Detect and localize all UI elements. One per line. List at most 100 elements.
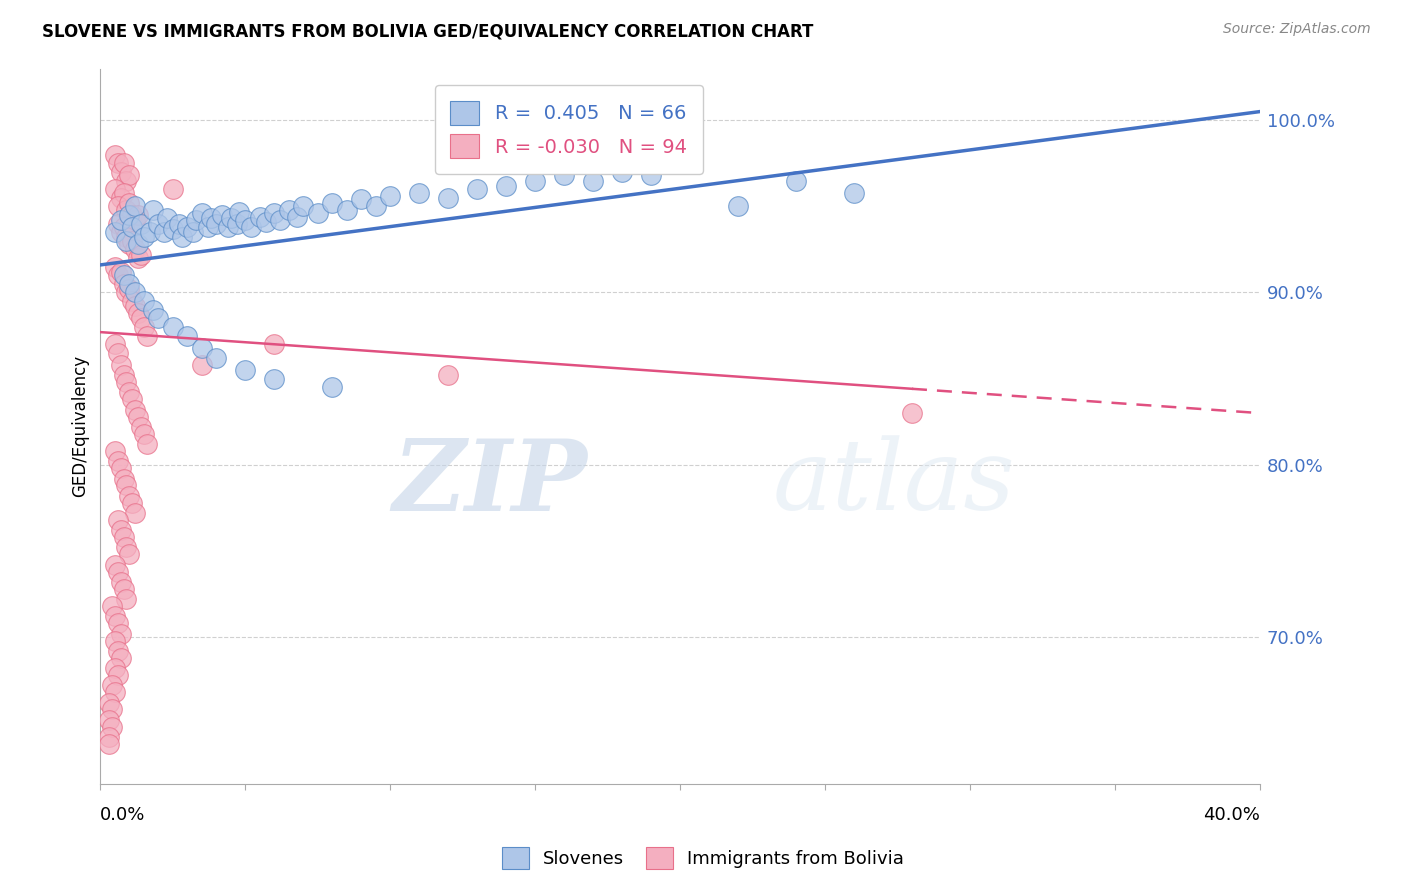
- Point: [107, 268, 129, 283]
- Point: [121, 208, 143, 222]
- Point: [263, 206, 285, 220]
- Point: [112, 582, 135, 596]
- Point: [104, 337, 127, 351]
- Point: [184, 213, 207, 227]
- Point: [118, 277, 141, 291]
- Point: [104, 633, 127, 648]
- Legend: R =  0.405   N = 66, R = -0.030   N = 94: R = 0.405 N = 66, R = -0.030 N = 94: [434, 86, 703, 174]
- Point: [118, 385, 141, 400]
- Point: [162, 182, 184, 196]
- Point: [118, 489, 141, 503]
- Point: [380, 189, 402, 203]
- Point: [98, 730, 121, 744]
- Text: 0.0%: 0.0%: [100, 806, 146, 824]
- Point: [181, 225, 204, 239]
- Point: [153, 225, 176, 239]
- Point: [107, 668, 129, 682]
- Point: [110, 265, 132, 279]
- Legend: Slovenes, Immigrants from Bolivia: Slovenes, Immigrants from Bolivia: [495, 839, 911, 876]
- Point: [107, 513, 129, 527]
- Point: [156, 211, 179, 226]
- Point: [124, 243, 146, 257]
- Point: [115, 230, 138, 244]
- Point: [121, 220, 143, 235]
- Y-axis label: GED/Equivalency: GED/Equivalency: [72, 355, 89, 497]
- Point: [110, 191, 132, 205]
- Point: [785, 173, 807, 187]
- Point: [104, 260, 127, 274]
- Point: [148, 311, 170, 326]
- Point: [292, 199, 315, 213]
- Point: [205, 351, 228, 365]
- Point: [727, 199, 749, 213]
- Point: [553, 169, 575, 183]
- Point: [124, 213, 146, 227]
- Point: [118, 547, 141, 561]
- Point: [217, 220, 239, 235]
- Point: [167, 217, 190, 231]
- Point: [104, 147, 127, 161]
- Point: [350, 193, 373, 207]
- Point: [437, 191, 460, 205]
- Point: [127, 306, 149, 320]
- Point: [225, 217, 247, 231]
- Point: [110, 574, 132, 589]
- Text: Source: ZipAtlas.com: Source: ZipAtlas.com: [1223, 22, 1371, 37]
- Point: [110, 650, 132, 665]
- Point: [287, 210, 309, 224]
- Text: 40.0%: 40.0%: [1204, 806, 1260, 824]
- Point: [110, 225, 132, 239]
- Point: [118, 237, 141, 252]
- Point: [176, 220, 198, 235]
- Point: [205, 217, 228, 231]
- Point: [101, 720, 124, 734]
- Point: [110, 626, 132, 640]
- Point: [437, 368, 460, 383]
- Point: [110, 213, 132, 227]
- Point: [129, 311, 152, 326]
- Point: [121, 234, 143, 248]
- Point: [107, 644, 129, 658]
- Point: [115, 202, 138, 217]
- Point: [121, 392, 143, 407]
- Point: [115, 285, 138, 300]
- Point: [101, 678, 124, 692]
- Point: [107, 156, 129, 170]
- Point: [228, 204, 250, 219]
- Point: [107, 454, 129, 468]
- Point: [233, 213, 256, 227]
- Point: [112, 268, 135, 283]
- Point: [307, 206, 329, 220]
- Point: [254, 215, 277, 229]
- Point: [104, 609, 127, 624]
- Point: [115, 541, 138, 555]
- Point: [124, 199, 146, 213]
- Point: [112, 277, 135, 291]
- Point: [110, 461, 132, 475]
- Point: [336, 202, 359, 217]
- Point: [104, 685, 127, 699]
- Point: [495, 178, 517, 193]
- Point: [121, 496, 143, 510]
- Text: atlas: atlas: [773, 435, 1015, 531]
- Point: [901, 406, 924, 420]
- Point: [842, 186, 865, 200]
- Point: [104, 182, 127, 196]
- Point: [263, 371, 285, 385]
- Point: [170, 230, 193, 244]
- Point: [191, 358, 214, 372]
- Point: [127, 237, 149, 252]
- Point: [98, 713, 121, 727]
- Point: [129, 247, 152, 261]
- Point: [110, 358, 132, 372]
- Point: [610, 165, 633, 179]
- Point: [104, 225, 127, 239]
- Point: [465, 182, 488, 196]
- Point: [135, 328, 157, 343]
- Point: [132, 230, 155, 244]
- Point: [121, 294, 143, 309]
- Point: [162, 320, 184, 334]
- Point: [129, 420, 152, 434]
- Point: [249, 210, 271, 224]
- Point: [115, 375, 138, 389]
